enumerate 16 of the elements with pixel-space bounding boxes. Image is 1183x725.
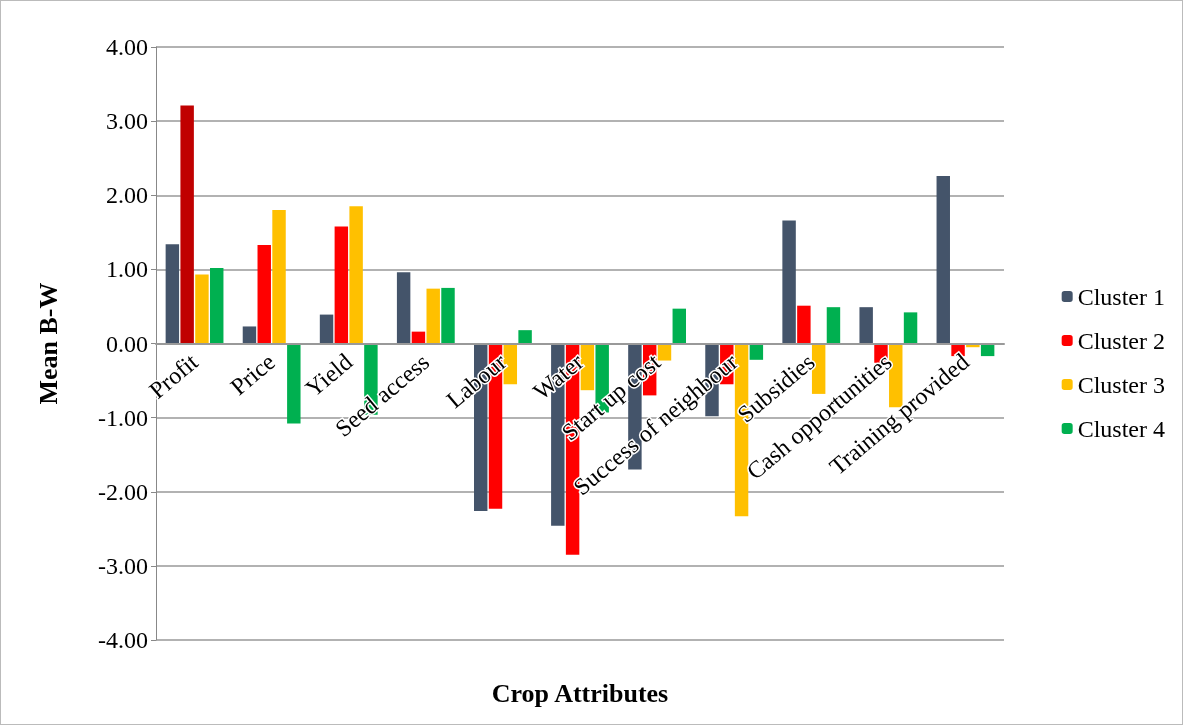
x-axis-title: Crop Attributes bbox=[491, 678, 669, 708]
y-tick-label: 2.00 bbox=[106, 182, 148, 209]
legend-label: Cluster 1 bbox=[1077, 283, 1165, 310]
y-axis-title: Mean B-W bbox=[33, 282, 63, 405]
y-tick-label: -4.00 bbox=[98, 627, 148, 653]
y-tick-label: -3.00 bbox=[98, 552, 148, 579]
legend-label: Cluster 4 bbox=[1077, 415, 1165, 442]
x-tick-label: Price bbox=[225, 348, 280, 401]
y-tick-label: 3.00 bbox=[106, 108, 148, 135]
y-tick-label: 1.00 bbox=[106, 256, 148, 283]
legend-label: Cluster 2 bbox=[1077, 327, 1165, 354]
y-tick-label: -2.00 bbox=[98, 478, 148, 505]
y-tick-label: -1.00 bbox=[98, 404, 148, 431]
legend-label: Cluster 3 bbox=[1077, 371, 1165, 398]
y-tick-label: 0.00 bbox=[106, 330, 148, 357]
y-tick-label: 4.00 bbox=[106, 34, 148, 60]
